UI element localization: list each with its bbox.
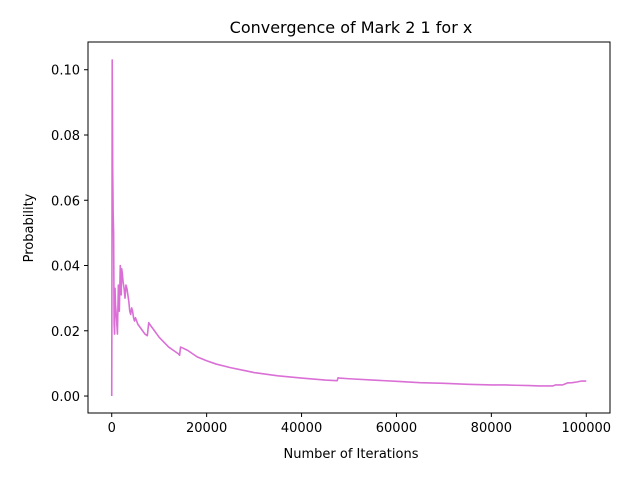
x-tick-label: 100000 bbox=[561, 421, 611, 436]
plot-frame bbox=[87, 41, 611, 414]
x-tick-label: 60000 bbox=[376, 421, 417, 436]
plot-area: 0 20000 40000 60000 80000 100000 0.00 0.02 0.04 0… bbox=[51, 59, 611, 436]
chart-title: Convergence of Mark 2 1 for x bbox=[230, 18, 473, 37]
series-line bbox=[110, 59, 587, 397]
y-axis-label: Probability bbox=[22, 193, 37, 262]
y-tick-label: 0.08 bbox=[51, 129, 80, 144]
y-tick-label: 0.06 bbox=[51, 194, 80, 209]
x-tick-label: 0 bbox=[108, 421, 116, 436]
x-axis-label: Number of Iterations bbox=[284, 447, 419, 462]
x-tick-label: 20000 bbox=[186, 421, 227, 436]
y-tick-label: 0.02 bbox=[51, 325, 80, 340]
y-tick-label: 0.00 bbox=[51, 390, 80, 405]
x-tick-label: 80000 bbox=[471, 421, 512, 436]
x-tick-label: 40000 bbox=[281, 421, 322, 436]
y-tick-label: 0.10 bbox=[51, 64, 80, 79]
y-tick-label: 0.04 bbox=[51, 260, 80, 275]
